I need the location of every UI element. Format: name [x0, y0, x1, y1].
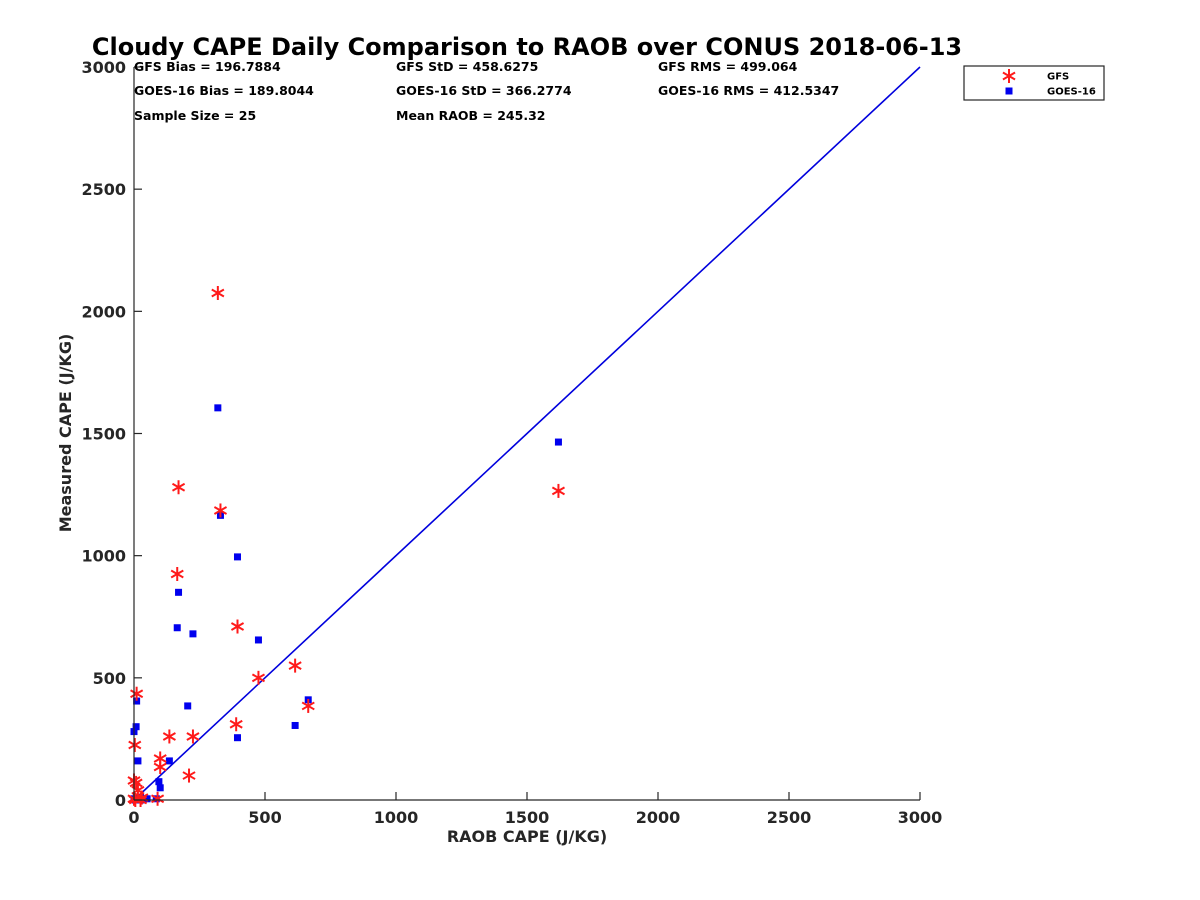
reference-line — [133, 66, 921, 801]
y-tick-label: 2500 — [81, 180, 126, 199]
stat-annotation: GFS Bias = 196.7884 — [134, 59, 281, 74]
point-goes-16 — [165, 757, 173, 765]
point-gfs — [128, 738, 142, 753]
point-gfs — [162, 729, 176, 744]
chart-title: Cloudy CAPE Daily Comparison to RAOB ove… — [92, 33, 962, 61]
point-gfs — [229, 717, 243, 732]
point-gfs — [230, 619, 245, 634]
point-gfs — [182, 768, 196, 783]
point-goes-16 — [554, 438, 562, 446]
y-tick-label: 500 — [93, 669, 126, 688]
legend-box — [963, 65, 1105, 101]
stat-annotation: GOES-16 RMS = 412.5347 — [658, 83, 839, 98]
point-gfs — [186, 729, 200, 744]
x-tick-label: 3000 — [898, 808, 943, 827]
legend-marker-gfs — [1002, 69, 1016, 83]
stat-annotation: GFS StD = 458.6275 — [396, 59, 538, 74]
point-gfs — [213, 503, 228, 518]
x-tick-label: 2500 — [767, 808, 812, 827]
point-goes-16 — [155, 778, 163, 786]
point-goes-16 — [143, 795, 151, 803]
point-goes-16 — [291, 721, 299, 729]
y-axis-label: Measured CAPE (J/KG) — [56, 334, 75, 533]
point-goes-16 — [134, 757, 142, 765]
point-goes-16 — [184, 702, 192, 710]
x-tick-label: 2000 — [636, 808, 681, 827]
point-gfs — [170, 566, 184, 581]
point-gfs — [288, 658, 302, 673]
point-goes-16 — [233, 734, 241, 742]
plot-area — [127, 66, 921, 807]
legend-marker-goes-16 — [1005, 87, 1013, 95]
x-tick-label: 1500 — [505, 808, 550, 827]
x-tick-label: 0 — [128, 808, 139, 827]
stat-annotation: Mean RAOB = 245.32 — [396, 108, 545, 123]
point-goes-16 — [189, 630, 197, 638]
stat-annotation: GOES-16 StD = 366.2774 — [396, 83, 572, 98]
point-gfs — [551, 483, 566, 498]
point-goes-16 — [175, 588, 183, 596]
y-tick-label: 0 — [115, 791, 126, 810]
point-gfs — [211, 286, 225, 301]
y-tick-label: 1000 — [81, 547, 126, 566]
stat-annotation: Sample Size = 25 — [134, 108, 256, 123]
legend-label-goes-16: GOES-16 — [1047, 87, 1096, 98]
x-axis-label: RAOB CAPE (J/KG) — [447, 827, 607, 846]
x-tick-label: 500 — [248, 808, 281, 827]
point-gfs — [251, 670, 266, 685]
point-gfs — [129, 775, 143, 790]
legend-label-gfs: GFS — [1047, 72, 1069, 83]
point-goes-16 — [173, 624, 181, 632]
x-tick-label: 1000 — [374, 808, 419, 827]
y-tick-label: 1500 — [81, 425, 126, 444]
point-goes-16 — [254, 636, 262, 644]
point-goes-16 — [133, 697, 141, 705]
point-gfs — [153, 760, 167, 775]
stat-annotation: GFS RMS = 499.064 — [658, 59, 798, 74]
point-gfs — [151, 791, 165, 806]
point-goes-16 — [233, 553, 241, 561]
y-tick-label: 2000 — [81, 302, 126, 321]
stat-annotation: GOES-16 Bias = 189.8044 — [134, 83, 314, 98]
y-tick-label: 3000 — [81, 58, 126, 77]
point-gfs — [301, 698, 315, 713]
point-gfs — [171, 480, 186, 495]
point-goes-16 — [156, 784, 164, 792]
point-gfs — [130, 686, 144, 701]
point-goes-16 — [132, 723, 140, 731]
stats-annotations: GFS Bias = 196.7884 GFS StD = 458.6275 GFS… — [134, 59, 839, 123]
legend: GFS GOES-16 — [963, 65, 1105, 101]
axes: 0 500 1000 1500 2000 2500 3000 0 500 1000 1500 2000… — [81, 58, 942, 827]
point-goes-16 — [214, 404, 222, 412]
